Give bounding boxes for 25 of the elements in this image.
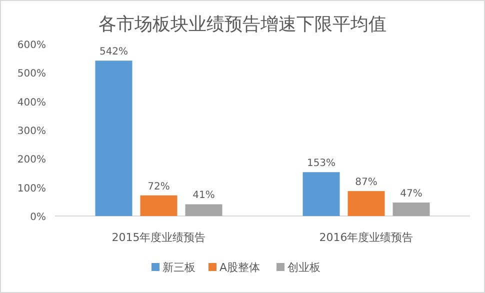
chart-title: 各市场板块业绩预告增速下限平均值 bbox=[98, 14, 386, 35]
x-tick-label: 2015年度业绩预告 bbox=[112, 231, 206, 244]
bar bbox=[392, 202, 430, 216]
data-label: 542% bbox=[99, 46, 128, 58]
bar bbox=[185, 204, 222, 216]
y-tick-label: 200% bbox=[17, 154, 46, 166]
y-tick-label: 300% bbox=[17, 126, 46, 137]
bar bbox=[302, 172, 340, 216]
y-tick-label: 600% bbox=[17, 40, 46, 51]
data-label: 72% bbox=[148, 181, 170, 192]
legend-label: 创业板 bbox=[288, 261, 320, 274]
y-tick-label: 0% bbox=[30, 212, 46, 223]
bar bbox=[140, 195, 178, 216]
legend-label: A股整体 bbox=[220, 261, 260, 274]
data-label: 87% bbox=[355, 177, 378, 188]
bar bbox=[348, 191, 385, 216]
data-label: 47% bbox=[400, 188, 422, 200]
data-label: 41% bbox=[192, 190, 215, 202]
y-tick-label: 100% bbox=[17, 183, 46, 194]
y-tick-label: 400% bbox=[17, 97, 46, 108]
y-tick-label: 500% bbox=[17, 68, 46, 80]
x-tick-label: 2016年度业绩预告 bbox=[319, 231, 414, 244]
data-label: 153% bbox=[306, 158, 336, 170]
legend-label: 新三板 bbox=[162, 261, 196, 274]
bar bbox=[95, 60, 132, 216]
